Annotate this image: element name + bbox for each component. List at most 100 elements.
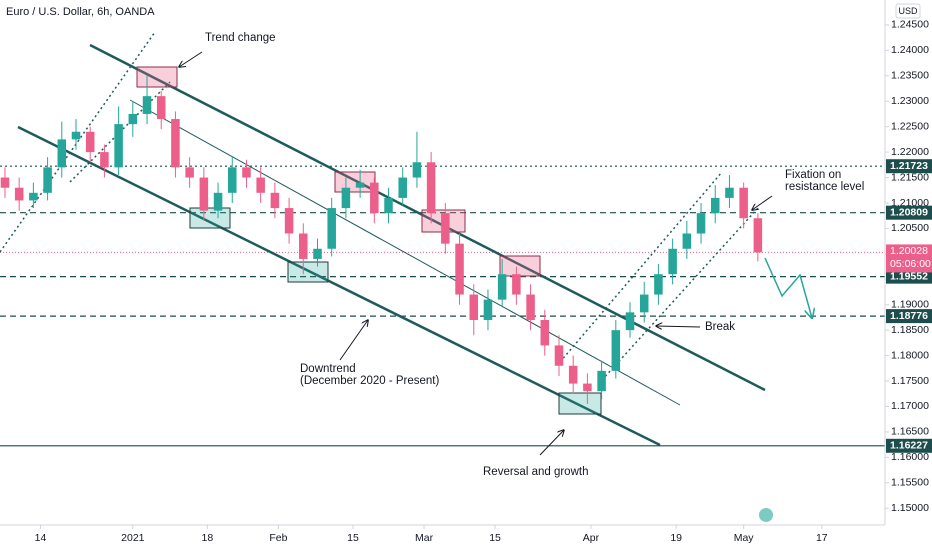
y-tick-label: 1.17000 xyxy=(891,400,929,412)
candle-body xyxy=(455,243,464,295)
level-label: 1.18776 xyxy=(890,310,928,322)
y-tick-label: 1.18500 xyxy=(891,324,929,336)
zone xyxy=(287,261,329,283)
annotation: Downtrend xyxy=(300,363,356,375)
y-tick-label: 1.21500 xyxy=(891,171,929,183)
currency-box xyxy=(895,3,921,19)
candle-body xyxy=(0,177,10,188)
arrow xyxy=(752,195,773,210)
y-tick-label: 1.16500 xyxy=(891,426,929,438)
x-tick-label: Apr xyxy=(583,532,600,544)
y-tick-label: 1.22500 xyxy=(891,120,929,132)
candle-body xyxy=(142,96,152,114)
candle-body xyxy=(625,312,635,331)
candle-body xyxy=(57,139,67,168)
countdown-label: 05:06:00 xyxy=(890,258,931,270)
annotation: Trend change xyxy=(205,32,276,44)
candle-body xyxy=(227,167,237,193)
last-price-label: 1.20028 xyxy=(890,245,928,257)
y-tick-label: 1.23500 xyxy=(891,70,929,82)
candle-body xyxy=(327,208,336,249)
zone xyxy=(189,207,231,229)
annotation: Reversal and growth xyxy=(483,466,588,478)
annotation: resistance level xyxy=(785,181,864,193)
candle-body xyxy=(583,383,592,392)
candle-body xyxy=(540,319,550,346)
level-label: 1.20809 xyxy=(890,206,928,218)
candle-body xyxy=(398,177,407,198)
arrow xyxy=(539,430,564,456)
y-tick-label: 1.24500 xyxy=(891,19,929,31)
x-tick-label: Feb xyxy=(269,532,287,544)
arrow xyxy=(656,326,701,327)
level-label-box xyxy=(886,205,932,220)
levels xyxy=(0,165,885,447)
icon xyxy=(759,508,773,522)
x-tick-label: 14 xyxy=(35,532,47,544)
candle-body xyxy=(512,274,521,295)
level-label-box xyxy=(886,438,932,453)
axis-labels: 1.24500 1.24000 1.23500 1.23000 1.22500 1.220… xyxy=(35,19,932,544)
y-tick-label: 1.15500 xyxy=(891,477,929,489)
dotted-channel-line xyxy=(559,171,723,363)
last-price-box xyxy=(886,244,932,273)
candle-body xyxy=(341,187,351,209)
annotation: (December 2020 - Present) xyxy=(300,375,440,387)
candle-body xyxy=(128,113,138,125)
candle-body xyxy=(43,167,52,193)
level-label: 1.21723 xyxy=(890,160,928,172)
candle-body xyxy=(639,294,649,313)
candle-body xyxy=(739,187,748,219)
candle-body xyxy=(29,192,38,201)
candle-body xyxy=(412,162,422,178)
y-tick-label: 1.19000 xyxy=(891,299,929,311)
candle-body xyxy=(554,345,564,366)
x-tick-label: 2021 xyxy=(121,532,145,544)
drawings xyxy=(0,31,812,456)
candle-body xyxy=(370,182,379,214)
chart-title: Euro / U.S. Dollar, 6h, OANDA xyxy=(6,6,155,18)
channel-upper xyxy=(89,43,766,392)
x-tick-label: 15 xyxy=(489,532,501,544)
x-tick-label: 15 xyxy=(347,532,359,544)
candle-body xyxy=(526,294,535,320)
zone xyxy=(499,255,541,277)
y-tick-label: 1.24000 xyxy=(891,44,929,56)
candle-body xyxy=(611,330,621,371)
candle-body xyxy=(284,208,294,234)
candle-body xyxy=(256,177,265,193)
candle-body xyxy=(299,233,308,259)
zone xyxy=(136,66,178,88)
x-tick-label: 18 xyxy=(202,532,214,544)
candle-body xyxy=(85,131,95,153)
currency: USD xyxy=(898,6,918,16)
candle-body xyxy=(71,131,81,140)
candle-body xyxy=(654,274,663,295)
candle-body xyxy=(568,365,578,384)
zone xyxy=(334,171,376,193)
candle-body xyxy=(114,124,123,168)
candle-body xyxy=(242,167,251,178)
candle-body xyxy=(696,213,706,234)
candle-body xyxy=(384,197,393,214)
candle-body xyxy=(710,197,720,214)
level-label-box xyxy=(886,159,932,174)
y-tick-label: 1.23000 xyxy=(891,95,929,107)
candles xyxy=(0,75,763,404)
candle-body xyxy=(469,294,479,320)
candle-body xyxy=(185,167,194,178)
y-tick-label: 1.17500 xyxy=(891,375,929,387)
x-tick-label: 17 xyxy=(816,532,828,544)
candle-body xyxy=(171,119,180,168)
projection xyxy=(764,257,812,318)
y-tick-label: 1.20500 xyxy=(891,222,929,234)
candle-body xyxy=(597,370,606,392)
channel-lower xyxy=(17,125,661,447)
x-tick-label: 19 xyxy=(670,532,682,544)
candle-body xyxy=(725,187,734,198)
candle-body xyxy=(213,192,223,211)
zone xyxy=(558,392,602,415)
y-tick-label: 1.18000 xyxy=(891,349,929,361)
arrow xyxy=(339,320,368,361)
